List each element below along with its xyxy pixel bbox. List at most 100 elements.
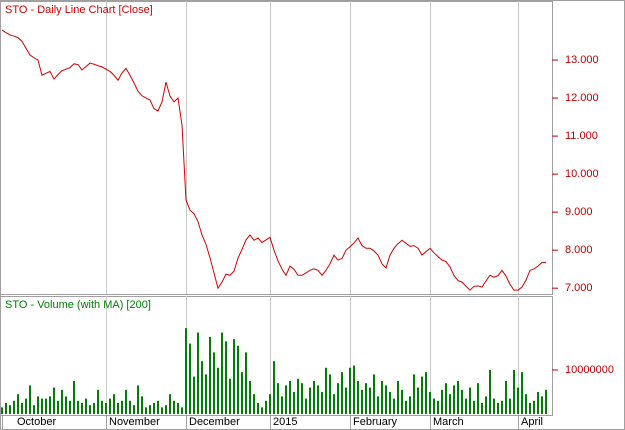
volume-bar: [325, 367, 327, 414]
volume-bar: [5, 402, 7, 414]
volume-bar: [113, 394, 115, 414]
volume-bar: [193, 376, 195, 414]
volume-bar: [185, 328, 187, 414]
volume-bar: [309, 387, 311, 414]
plot-area: [0, 296, 553, 416]
volume-bar: [125, 389, 127, 414]
price-line: [1, 29, 546, 291]
volume-bar: [261, 407, 263, 414]
volume-bar: [21, 402, 23, 414]
volume-bar: [513, 369, 515, 414]
volume-bar: [233, 339, 235, 414]
volume-bar: [81, 402, 83, 414]
volume-bar: [37, 396, 39, 414]
volume-bar: [337, 383, 339, 414]
volume-bar: [401, 389, 403, 414]
volume-bar: [313, 380, 315, 414]
volume-bar: [237, 345, 239, 414]
volume-bar: [461, 389, 463, 414]
x-tick-label: February: [353, 416, 398, 428]
volume-bar: [221, 332, 223, 414]
volume-bar: [297, 378, 299, 414]
volume-bar: [89, 405, 91, 414]
x-tick-label: 2015: [273, 416, 297, 428]
volume-bar: [469, 387, 471, 414]
volume-bar: [389, 391, 391, 414]
y-tick-label: 10000000: [565, 364, 614, 376]
volume-bar: [485, 396, 487, 414]
volume-bar: [477, 383, 479, 414]
y-tick-label: 13.000: [565, 54, 599, 66]
volume-bar: [85, 398, 87, 414]
y-tick-label: 9.000: [565, 206, 593, 218]
volume-bar: [141, 396, 143, 414]
chart-title: STO - Volume (with MA) [200]: [5, 299, 151, 311]
volume-bar: [133, 405, 135, 414]
volume-bar: [25, 398, 27, 414]
volume-bar: [121, 400, 123, 414]
volume-bar: [425, 372, 427, 414]
volume-bar: [453, 385, 455, 414]
x-tick-label: December: [189, 416, 240, 428]
volume-bar: [109, 398, 111, 414]
volume-bar: [93, 402, 95, 414]
volume-bar: [481, 402, 483, 414]
volume-bar: [405, 400, 407, 414]
volume-bar: [53, 387, 55, 414]
volume-bar: [525, 394, 527, 414]
volume-bar: [41, 398, 43, 414]
volume-bar: [69, 400, 71, 414]
volume-bar: [345, 387, 347, 414]
volume-bar: [49, 396, 51, 414]
volume-bar: [169, 394, 171, 414]
volume-bar: [201, 361, 203, 414]
volume-bar: [253, 394, 255, 414]
volume-bar: [241, 372, 243, 414]
y-tick-label: 12.000: [565, 92, 599, 104]
volume-bar: [137, 385, 139, 414]
volume-bar: [1, 407, 3, 414]
volume-bar: [225, 341, 227, 414]
volume-bar: [13, 400, 15, 414]
volume-bar: [305, 398, 307, 414]
volume-bar: [357, 380, 359, 414]
volume-bar: [409, 396, 411, 414]
volume-bar: [61, 389, 63, 414]
volume-bar: [205, 374, 207, 414]
volume-bar: [269, 394, 271, 414]
volume-bar: [449, 394, 451, 414]
x-tick-label: November: [109, 416, 160, 428]
volume-bar: [173, 400, 175, 414]
volume-bar: [361, 389, 363, 414]
volume-bar: [541, 396, 543, 414]
volume-bar: [381, 380, 383, 414]
volume-bar: [293, 391, 295, 414]
volume-bar: [301, 383, 303, 414]
y-tick-label: 10.000: [565, 168, 599, 180]
volume-bar: [77, 400, 79, 414]
volume-bar: [413, 374, 415, 414]
volume-bar: [353, 365, 355, 414]
volume-bar: [501, 400, 503, 414]
volume-bar: [189, 343, 191, 414]
volume-bar: [365, 383, 367, 414]
volume-bar: [317, 385, 319, 414]
volume-bar: [505, 380, 507, 414]
volume-bar: [181, 407, 183, 414]
volume-bar: [417, 387, 419, 414]
volume-bar: [289, 380, 291, 414]
volume-bar: [437, 400, 439, 414]
volume-bar: [197, 332, 199, 414]
volume-bar: [129, 400, 131, 414]
volume-bar: [457, 380, 459, 414]
volume-bar: [537, 391, 539, 414]
volume-bar: [153, 402, 155, 414]
volume-bar: [149, 405, 151, 414]
volume-bar: [265, 400, 267, 414]
volume-bar: [445, 383, 447, 414]
volume-bar: [45, 398, 47, 414]
volume-bar: [473, 400, 475, 414]
y-tick-label: 8.000: [565, 244, 593, 256]
